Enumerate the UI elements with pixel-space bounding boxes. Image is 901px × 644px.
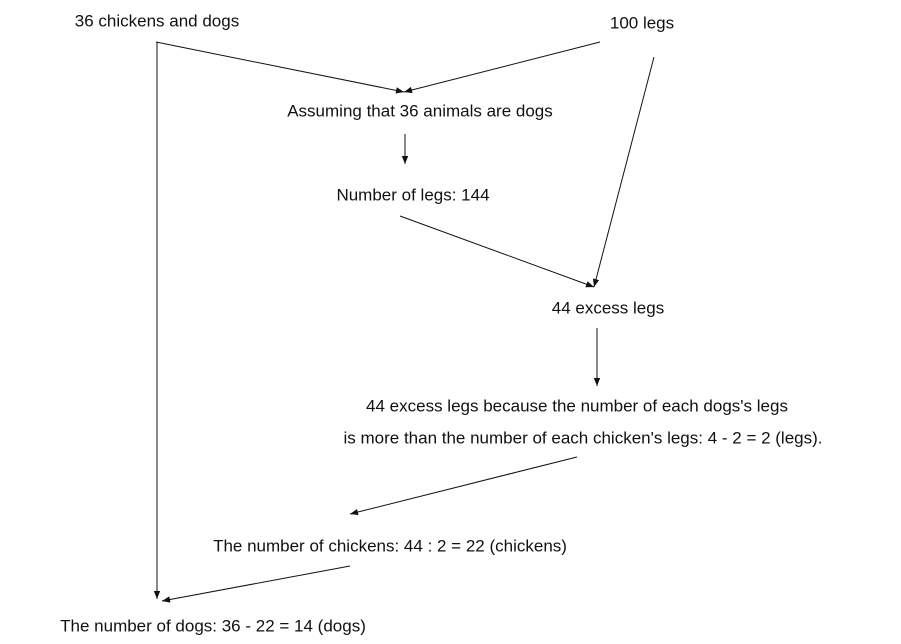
node-label: Assuming that 36 animals are dogs: [287, 101, 553, 120]
arrows: [153, 41, 655, 603]
node-label: 36 chickens and dogs: [75, 11, 239, 30]
node-label: Number of legs: 144: [336, 185, 489, 204]
node-label: 100 legs: [610, 13, 674, 32]
node-label: The number of dogs: 36 - 22 = 14 (dogs): [60, 616, 366, 635]
arrow: [592, 56, 655, 288]
node-label: 44 excess legs because the number of eac…: [366, 396, 788, 415]
arrow: [161, 565, 351, 603]
arrow: [403, 41, 601, 94]
arrow: [155, 41, 405, 94]
node-label: The number of chickens: 44 : 2 = 22 (chi…: [213, 536, 567, 555]
node-label: 44 excess legs: [552, 298, 664, 317]
arrow: [399, 215, 595, 288]
arrow: [349, 456, 578, 516]
node-label: is more than the number of each chicken'…: [343, 428, 822, 447]
